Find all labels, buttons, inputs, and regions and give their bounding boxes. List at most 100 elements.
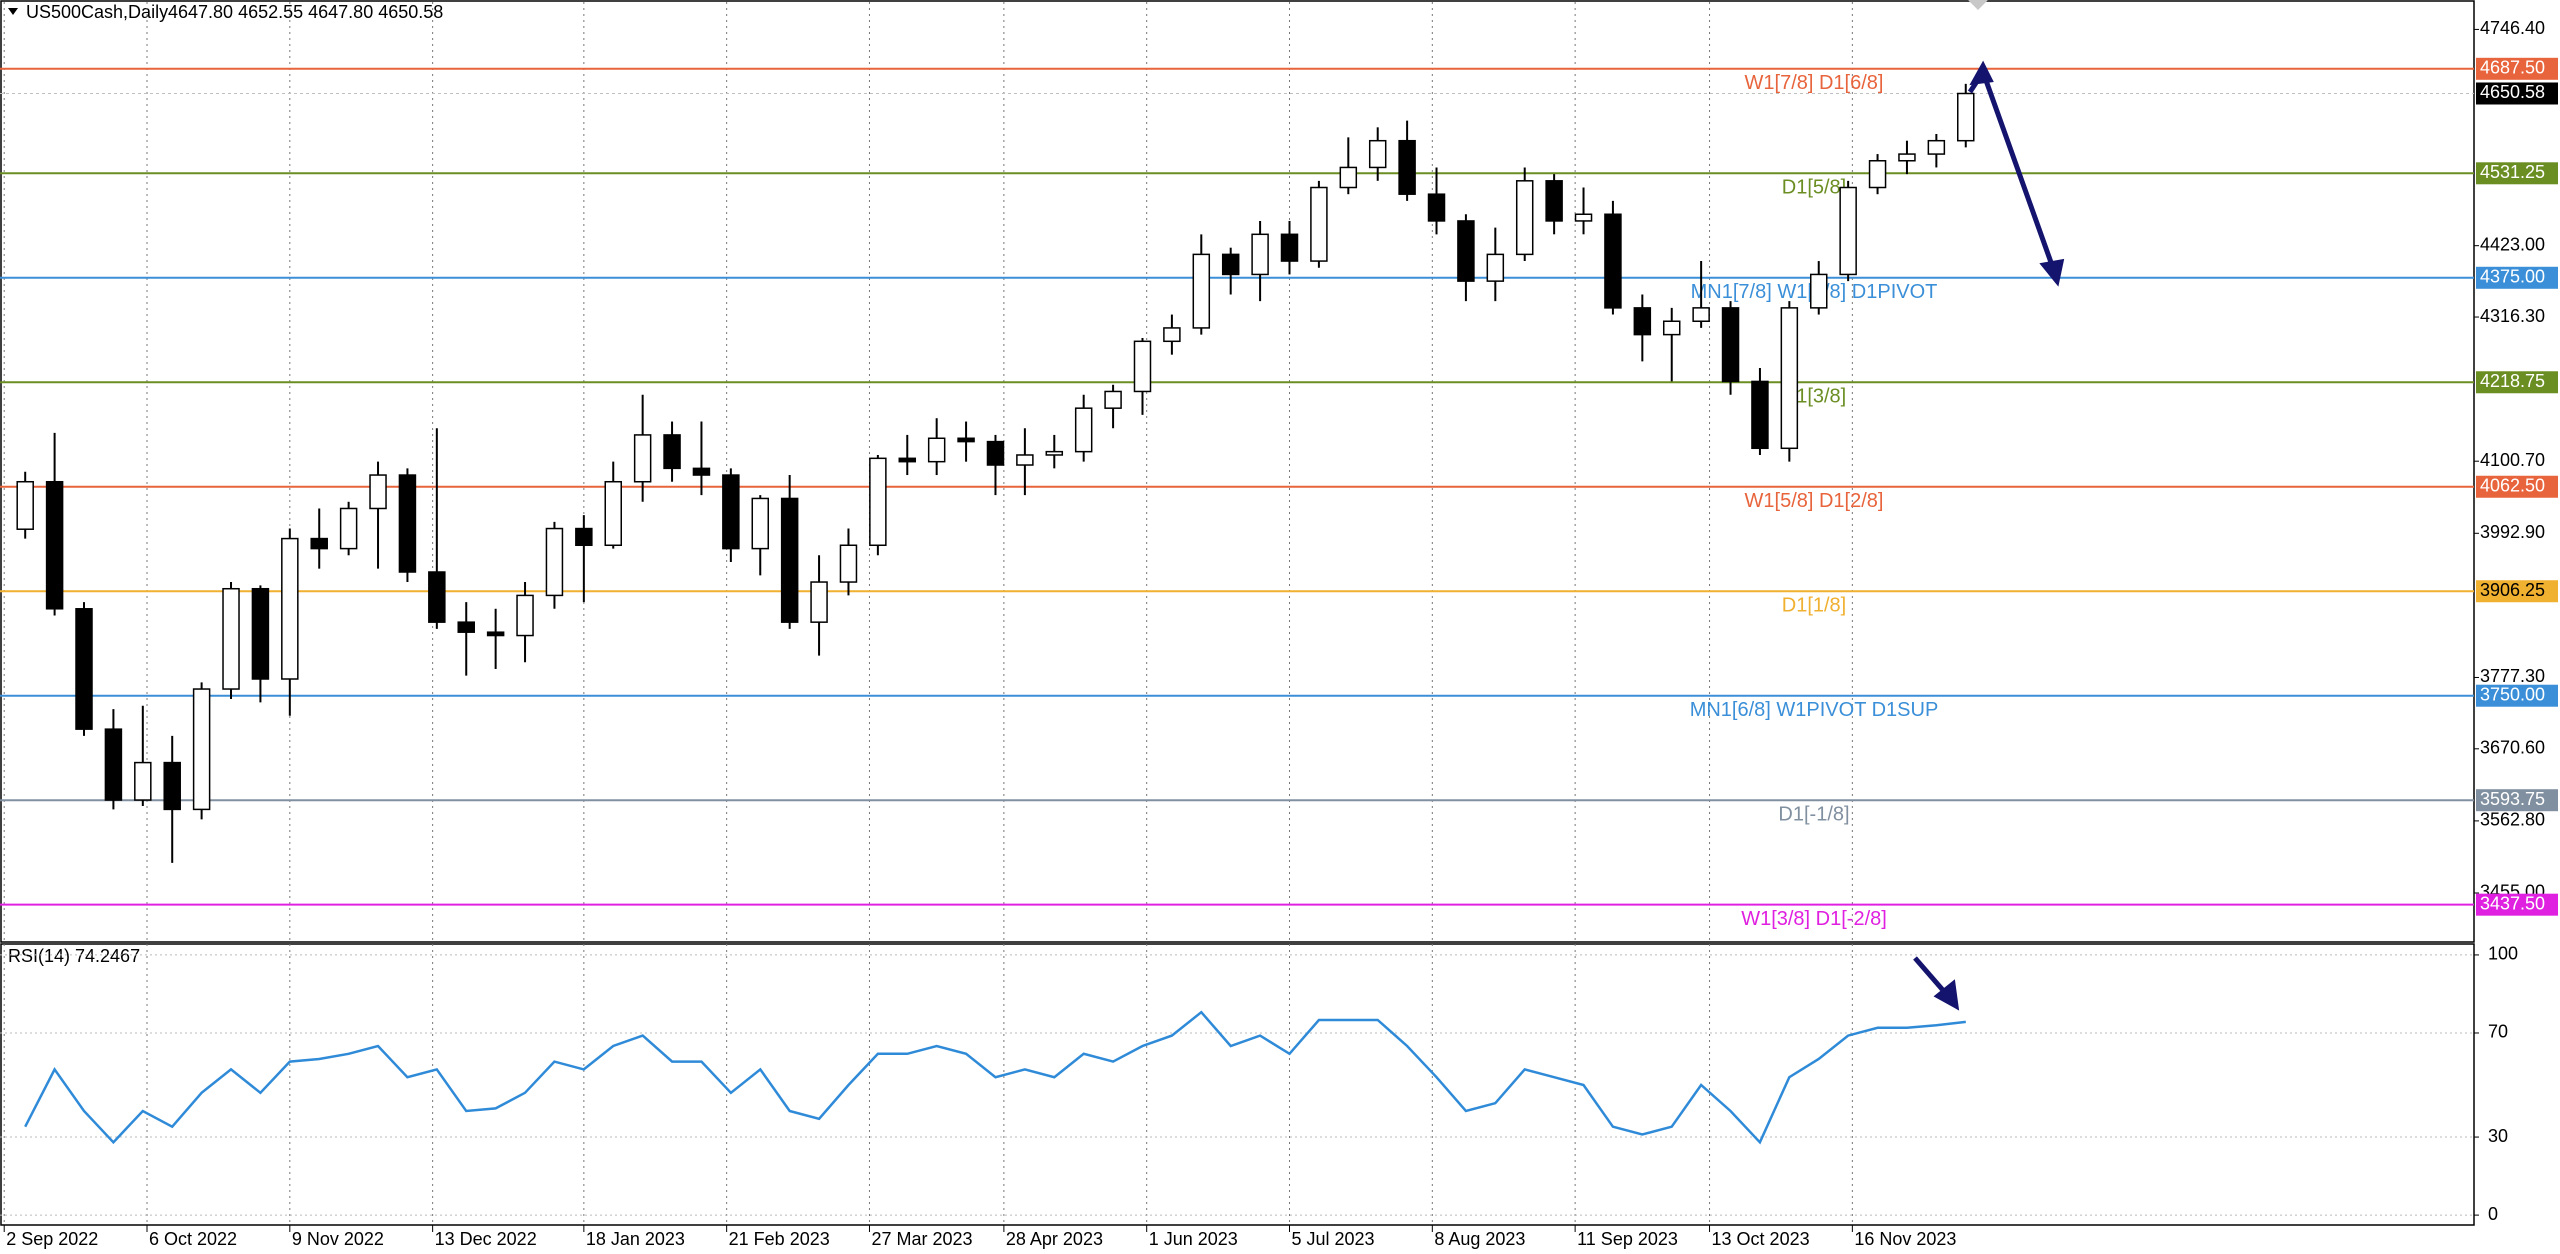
candle-body: [134, 761, 152, 801]
price-tag: [2476, 684, 2558, 707]
candle-body: [1839, 186, 1857, 276]
candle-body: [1457, 220, 1475, 282]
candle-body: [1692, 307, 1710, 322]
candle-body: [575, 527, 593, 547]
y-tick-label: 30: [2488, 1126, 2508, 1146]
candle-body: [251, 587, 270, 680]
y-tick-label: 3670.60: [2480, 738, 2545, 758]
candle-body: [1545, 180, 1563, 222]
candle-body: [1604, 213, 1622, 309]
candle-body: [1427, 193, 1446, 222]
x-tick-label: 1 Jun 2023: [1149, 1229, 1238, 1249]
candle-body: [1045, 450, 1064, 456]
candle-body: [1898, 153, 1916, 162]
x-tick-label: 27 Mar 2023: [871, 1229, 972, 1249]
candle-body: [163, 761, 181, 811]
price-tag-label: 4531.25: [2480, 162, 2545, 182]
candle-body: [1574, 213, 1593, 222]
menu-triangle: [8, 8, 18, 15]
rsi-panel-frame: [0, 943, 2475, 1226]
last-price-tag: [2476, 82, 2558, 105]
price-tag: [2476, 162, 2558, 185]
candle-body: [1163, 327, 1181, 343]
x-tick-label: 6 Oct 2022: [149, 1229, 237, 1249]
candle-body: [957, 437, 975, 443]
level-label: W1[5/8] D1[2/8]: [1745, 490, 1884, 512]
candle-body: [1486, 253, 1505, 282]
candle-body: [16, 480, 34, 530]
candle-body: [1310, 186, 1328, 262]
price-tag-label: 4062.50: [2480, 475, 2545, 495]
y-tick-label: 3562.80: [2480, 810, 2545, 830]
candle-body: [1927, 139, 1946, 155]
x-tick-label: 11 Sep 2023: [1577, 1229, 1678, 1249]
y-tick-label: 4100.70: [2480, 450, 2545, 470]
level-label: D1[-1/8]: [1778, 803, 1849, 825]
y-tick-label: 0: [2488, 1204, 2498, 1224]
price-tag: [2476, 475, 2558, 498]
candle-body: [1074, 407, 1093, 453]
candle-body: [1662, 320, 1681, 336]
candle-body: [839, 544, 858, 583]
level-label: W1[3/8] D1[-2/8]: [1741, 908, 1887, 930]
marker-diamond: [1968, 0, 1988, 10]
x-tick-label: 5 Jul 2023: [1292, 1229, 1375, 1249]
candle-body: [45, 480, 64, 610]
candle-body: [1133, 340, 1152, 393]
price-tag-label: 3750.00: [2480, 684, 2545, 704]
x-tick-label: 2 Sep 2022: [6, 1229, 98, 1249]
candle-body: [1780, 307, 1799, 450]
price-tag-label: 3593.75: [2480, 789, 2545, 809]
candle-body: [633, 434, 652, 483]
candle-body: [722, 474, 740, 550]
candle-body: [545, 527, 564, 597]
y-tick-label: 3992.90: [2480, 522, 2545, 542]
x-tick-label: 28 Apr 2023: [1006, 1229, 1103, 1249]
candle-body: [310, 537, 328, 550]
candle-body: [1339, 166, 1358, 189]
candle-body: [398, 474, 417, 573]
candle-body: [369, 474, 387, 510]
y-tick-label: 70: [2488, 1022, 2508, 1042]
x-tick-label: 13 Oct 2023: [1712, 1229, 1810, 1249]
candle-body: [869, 457, 887, 547]
candle-body: [898, 457, 917, 463]
candle-body: [1104, 390, 1122, 409]
candle-body: [1751, 380, 1769, 450]
price-tag-label: 4218.75: [2480, 371, 2545, 391]
level-label: D1[1/8]: [1782, 595, 1846, 617]
candle-body: [1221, 253, 1240, 276]
price-tag: [2476, 266, 2558, 289]
candle-body: [1016, 454, 1034, 466]
candle-body: [751, 497, 770, 550]
level-label: D1[5/8]: [1782, 177, 1846, 199]
candle-body: [457, 621, 475, 633]
y-tick-label: 4316.30: [2480, 306, 2545, 326]
level-label: MN1[6/8] W1PIVOT D1SUP: [1690, 699, 1939, 721]
candle-body: [663, 434, 681, 470]
rsi-line: [24, 1010, 1966, 1145]
price-tag-label: 3906.25: [2480, 580, 2545, 600]
candle-body: [1957, 92, 1975, 142]
rsi-title: RSI(14) 74.2467: [8, 946, 140, 966]
price-tag: [2476, 371, 2558, 394]
price-tag: [2476, 580, 2558, 603]
candle-body: [192, 688, 211, 811]
candle-body: [1515, 180, 1534, 256]
price-tag-label: 3437.50: [2480, 893, 2545, 913]
candle-body: [780, 497, 799, 623]
candle-body: [222, 587, 240, 690]
candle-body: [339, 507, 358, 550]
candle-body: [1192, 253, 1211, 329]
price-tag-label: 4687.50: [2480, 58, 2545, 78]
candle-body: [1251, 233, 1269, 276]
y-tick-label: 4746.40: [2480, 18, 2545, 38]
arrow-down: [1980, 71, 2056, 269]
candle-body: [604, 480, 622, 547]
ohlc-label: 4647.80 4652.55 4647.80 4650.58: [168, 2, 443, 22]
candle-body: [104, 728, 123, 801]
y-tick-label: 4423.00: [2480, 234, 2545, 254]
